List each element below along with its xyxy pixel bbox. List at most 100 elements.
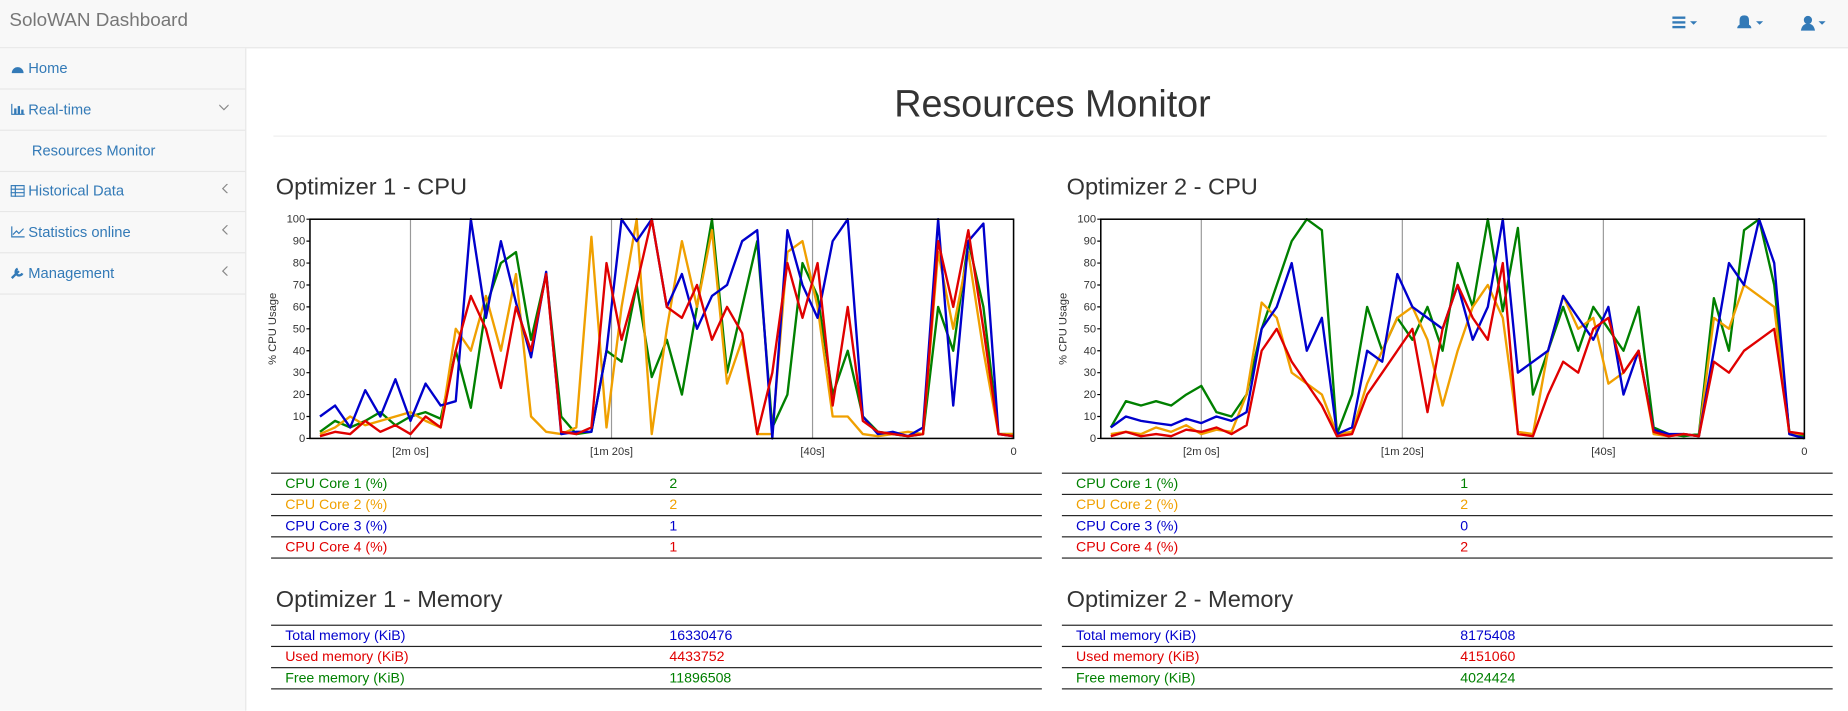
y-tick-label: 90: [1084, 236, 1096, 248]
label: Home: [28, 60, 68, 77]
series-line: [1110, 218, 1805, 440]
label: Real-time: [28, 101, 92, 118]
label: Management: [28, 265, 115, 282]
memory-title: Optimizer 2 - Memory: [1066, 586, 1294, 613]
cpu-value: 1: [669, 538, 678, 556]
nav-realtime[interactable]: Real-time: [0, 90, 246, 131]
chart-title: Optimizer 2 - CPU: [1066, 174, 1258, 201]
y-tick-label: 100: [1077, 214, 1096, 226]
cpu-row: CPU Core 3 (%) 1: [271, 515, 1042, 536]
cpu-row: CPU Core 1 (%) 2: [271, 472, 1042, 494]
memory-row: Total memory (KiB) 16330476: [271, 624, 1042, 646]
cpu-row: CPU Core 4 (%) 2: [1061, 536, 1833, 559]
memory-label: Total memory (KiB): [285, 626, 406, 644]
y-tick-label: 0: [299, 433, 305, 445]
series-line: [1110, 261, 1805, 438]
memory-value: 4024424: [1460, 669, 1516, 686]
cpu-label: CPU Core 4 (%): [1076, 538, 1179, 556]
x-tick-label: [2m 0s]: [392, 446, 429, 458]
y-tick-label: 90: [293, 236, 305, 248]
divider: [273, 135, 1827, 137]
memory-value: 16330476: [669, 626, 733, 644]
y-axis-label: % CPU Usage: [1058, 293, 1070, 365]
x-tick-label: [1m 20s]: [1381, 446, 1424, 458]
y-axis-label: % CPU Usage: [267, 293, 279, 365]
y-tick-label: 20: [1084, 389, 1096, 401]
cpu-chart: % CPU Usage 0 10 20 30 40 50 60 70 80 90 100 [2m 0s]…: [267, 214, 1017, 458]
y-tick-label: 80: [1084, 258, 1096, 270]
series-line: [319, 218, 1014, 438]
nav-management[interactable]: Management: [0, 253, 246, 295]
y-tick-label: 100: [287, 214, 306, 226]
x-tick-label: 0: [1010, 446, 1016, 458]
sidebar: Home Real-time Resources Monitor Histori…: [0, 48, 247, 711]
cpu-row: CPU Core 2 (%) 2: [271, 493, 1042, 515]
series-line: [1109, 218, 1805, 438]
y-tick-label: 10: [293, 411, 305, 423]
x-tick-label: [1m 20s]: [590, 446, 633, 458]
nav-historical[interactable]: Historical Data: [0, 171, 246, 213]
x-tick-label: [2m 0s]: [1183, 446, 1220, 458]
plot-frame: [309, 218, 1015, 440]
label: Resources Monitor: [31, 142, 156, 160]
chart-title: Optimizer 1 - CPU: [275, 174, 468, 201]
memory-value: 4151060: [1460, 648, 1516, 665]
x-tick-label: 0: [1801, 446, 1807, 458]
memory-label: Used memory (KiB): [1076, 648, 1200, 665]
y-tick-label: 40: [293, 345, 305, 357]
y-tick-label: 70: [293, 280, 305, 292]
cpu-row: CPU Core 3 (%) 0: [1061, 515, 1833, 536]
memory-value: 8175408: [1460, 626, 1516, 644]
memory-title: Optimizer 1 - Memory: [275, 586, 503, 613]
label: Statistics online: [28, 223, 131, 241]
y-tick-label: 20: [293, 389, 305, 401]
y-tick-label: 80: [293, 258, 305, 270]
y-tick-label: 10: [1084, 411, 1096, 423]
memory-label: Used memory (KiB): [285, 648, 409, 665]
nav-home[interactable]: Home: [0, 48, 246, 90]
y-tick-label: 0: [1090, 433, 1096, 445]
navbar: SoloWAN Dashboard: [0, 0, 1848, 49]
cpu-value: 2: [1460, 496, 1469, 513]
cpu-value: 2: [1460, 538, 1469, 556]
memory-label: Total memory (KiB): [1076, 626, 1197, 644]
y-tick-label: 70: [1084, 280, 1096, 292]
cpu-row: CPU Core 4 (%) 1: [271, 536, 1042, 559]
label: Historical Data: [28, 182, 125, 200]
memory-row: Free memory (KiB) 4024424: [1061, 667, 1833, 690]
series-line: [319, 218, 1014, 438]
cpu-row: CPU Core 1 (%) 1: [1061, 472, 1833, 494]
cpu-label: CPU Core 2 (%): [1076, 496, 1179, 513]
nav-statistics[interactable]: Statistics online: [0, 212, 246, 254]
y-tick-label: 60: [1084, 301, 1096, 313]
memory-row: Free memory (KiB) 11896508: [271, 667, 1042, 690]
brand[interactable]: SoloWAN Dashboard: [9, 10, 188, 31]
cpu-label: CPU Core 3 (%): [285, 517, 388, 534]
y-tick-label: 60: [293, 301, 305, 313]
nav-icons[interactable]: [1669, 14, 1834, 33]
y-tick-label: 30: [293, 367, 305, 379]
cpu-row: CPU Core 2 (%) 2: [1061, 493, 1833, 515]
x-tick-label: [40s]: [800, 446, 824, 458]
memory-label: Free memory (KiB): [285, 669, 405, 686]
memory-value: 11896508: [669, 669, 732, 686]
cpu-label: CPU Core 2 (%): [285, 496, 388, 513]
cpu-label: CPU Core 4 (%): [285, 538, 388, 556]
memory-row: Used memory (KiB) 4151060: [1061, 645, 1833, 667]
cpu-chart: % CPU Usage 0 10 20 30 40 50 60 70 80 90 100 [2m 0s]…: [1058, 214, 1808, 458]
page-title: Resources Monitor: [894, 82, 1211, 125]
cpu-label: CPU Core 1 (%): [1076, 474, 1179, 492]
plot-frame: [1100, 218, 1806, 440]
y-tick-label: 50: [293, 323, 305, 335]
cpu-label: CPU Core 3 (%): [1076, 517, 1179, 534]
x-tick-label: [40s]: [1591, 446, 1615, 458]
nav-resources[interactable]: Resources Monitor: [0, 131, 246, 173]
cpu-value: 2: [669, 474, 678, 492]
cpu-value: 0: [1460, 517, 1469, 534]
y-tick-label: 40: [1084, 345, 1096, 357]
memory-row: Total memory (KiB) 8175408: [1061, 624, 1833, 646]
cpu-label: CPU Core 1 (%): [285, 474, 388, 492]
memory-label: Free memory (KiB): [1076, 669, 1196, 686]
y-tick-label: 30: [1084, 367, 1096, 379]
